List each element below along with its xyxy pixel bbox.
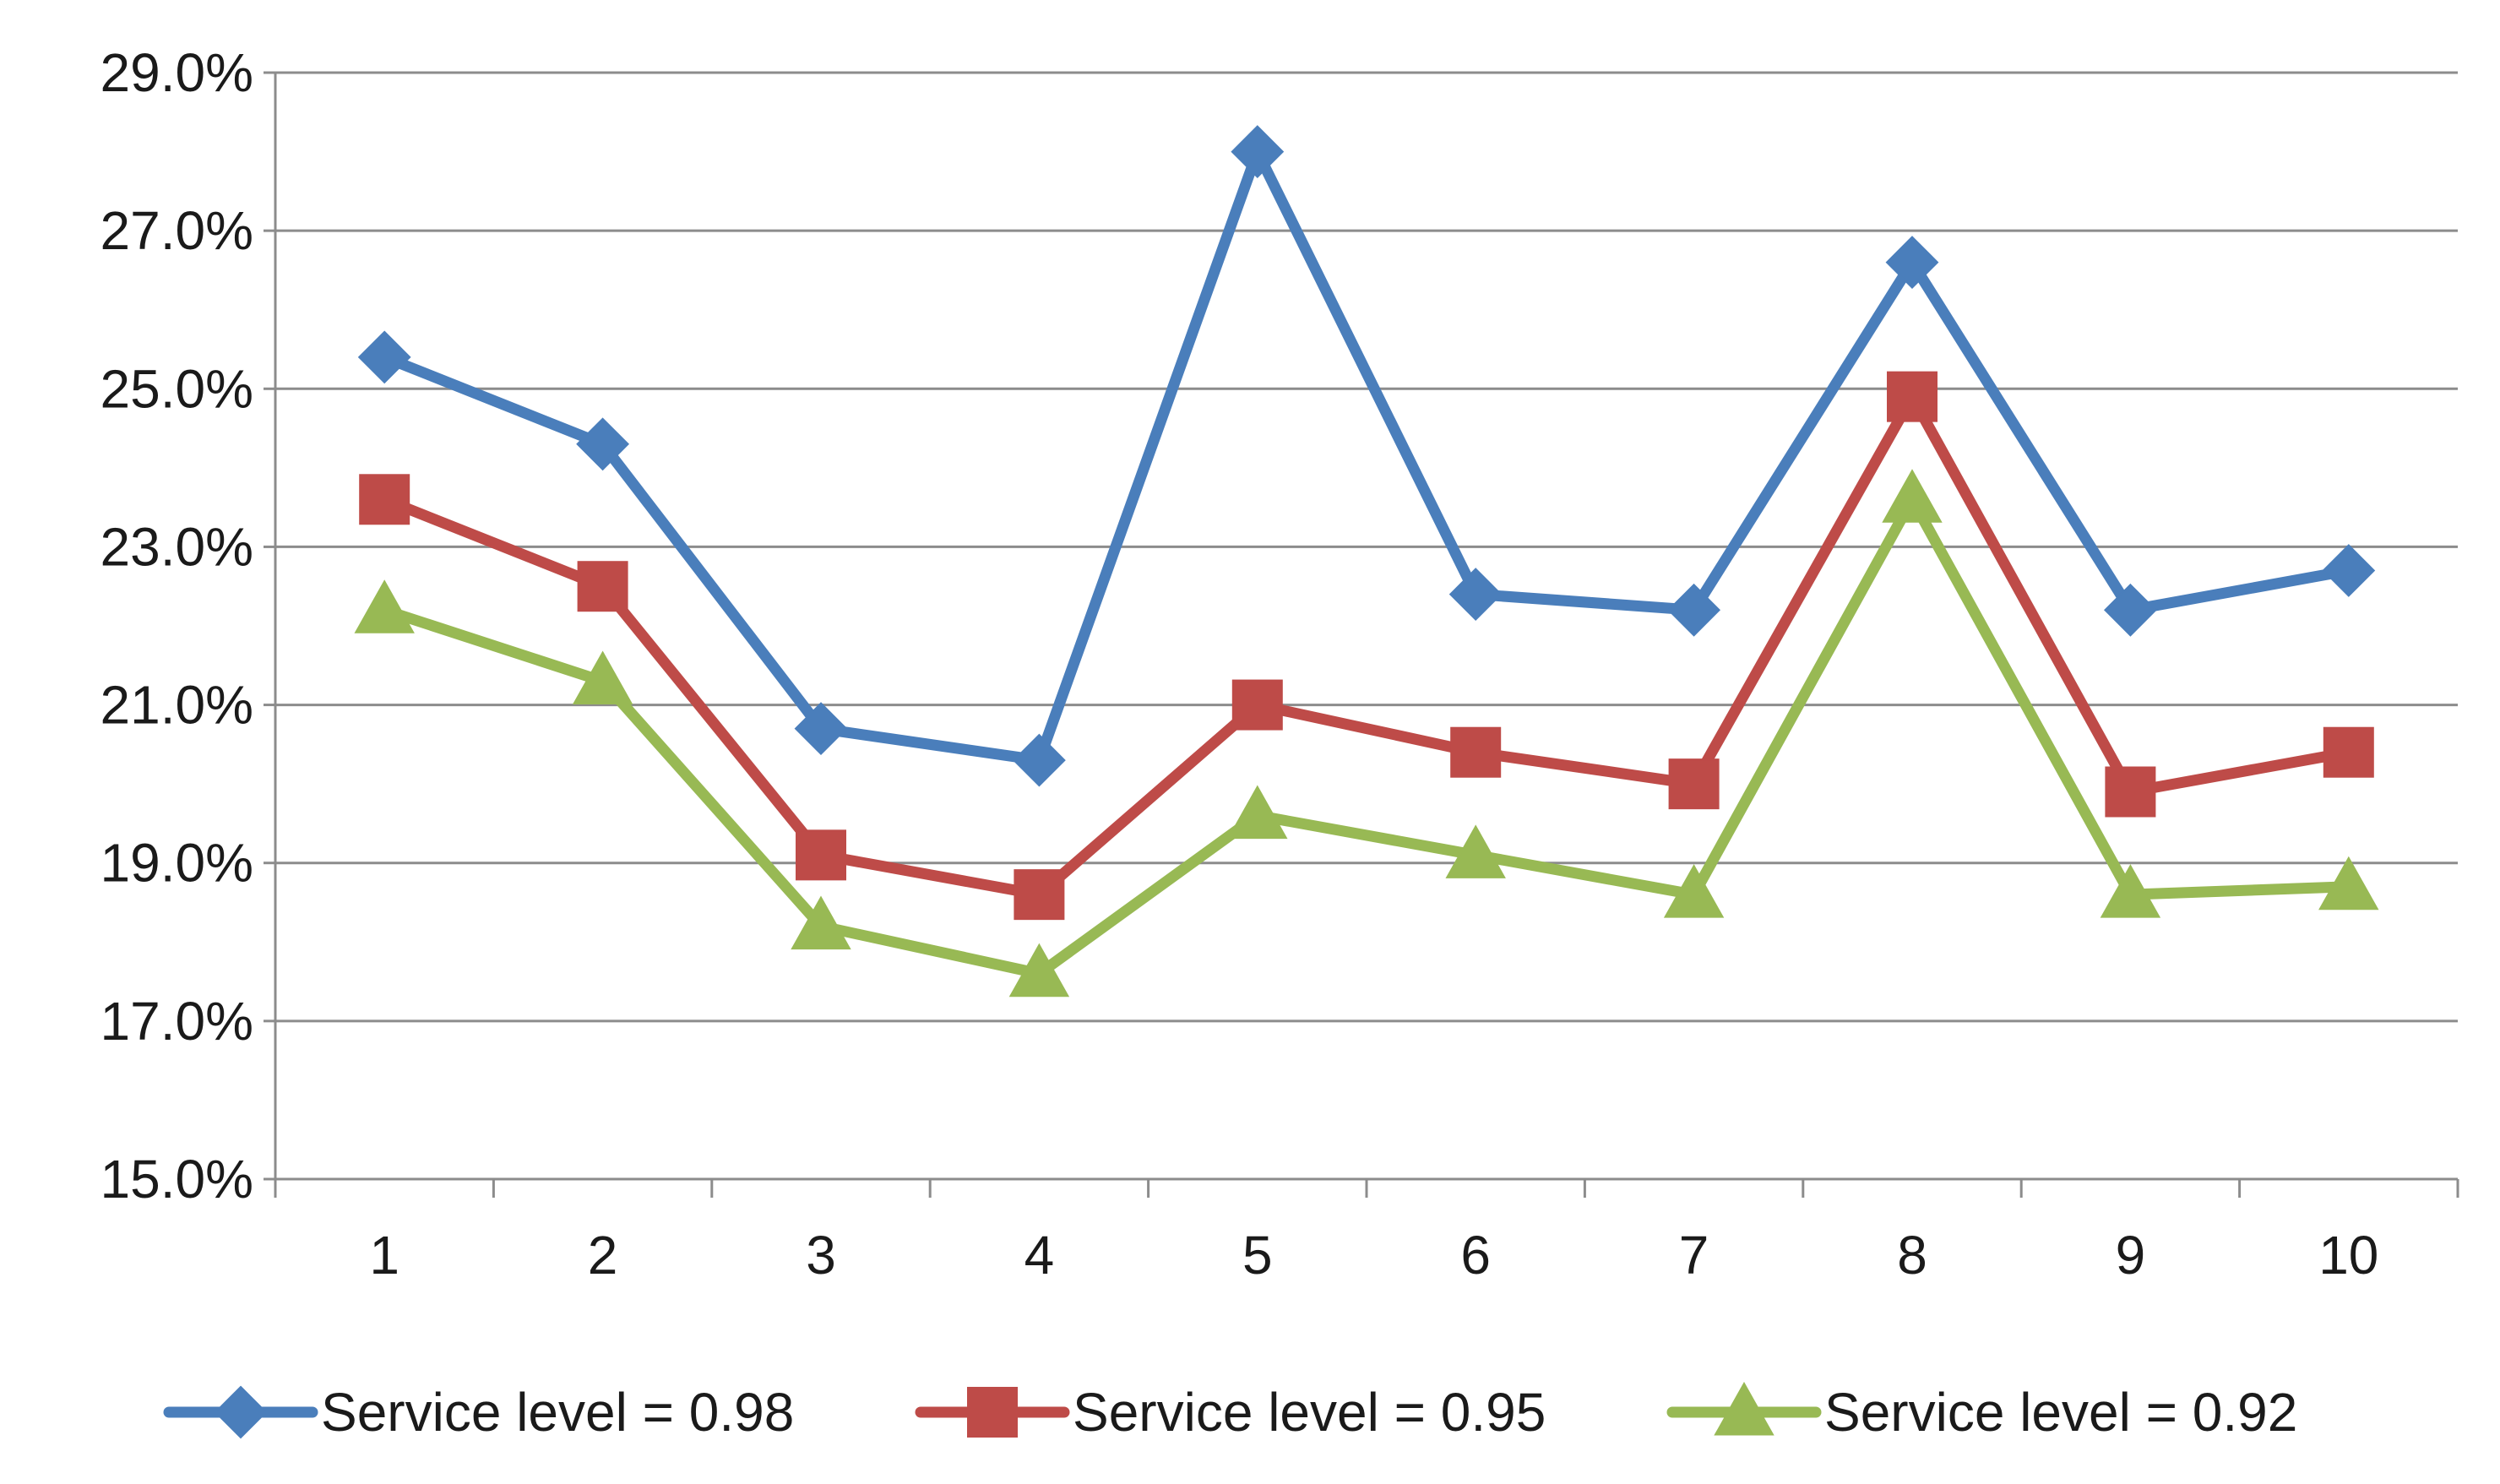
data-point xyxy=(1231,679,1283,731)
grid-layer xyxy=(275,71,2458,1023)
data-point xyxy=(2322,544,2376,597)
data-point xyxy=(577,561,628,612)
legend-label: Service level = 0.98 xyxy=(321,1382,794,1443)
data-point xyxy=(2100,864,2161,918)
legend-marker xyxy=(1714,1381,1774,1436)
data-point xyxy=(791,895,851,950)
legend-marker xyxy=(214,1385,268,1439)
data-point xyxy=(2103,583,2157,637)
data-point xyxy=(576,417,630,471)
x-tick-label: 6 xyxy=(1460,1225,1491,1286)
series-2 xyxy=(359,371,2374,921)
legend-item-1: Service level = 0.98 xyxy=(163,1382,794,1443)
legend-item-3: Service level = 0.92 xyxy=(1666,1381,2297,1443)
data-point xyxy=(1445,824,1506,878)
data-point xyxy=(1227,785,1288,840)
x-tick-label: 4 xyxy=(1024,1225,1055,1286)
x-tick-label: 2 xyxy=(588,1225,618,1286)
data-point xyxy=(1014,869,1065,921)
y-tick-label: 23.0% xyxy=(101,516,253,577)
y-tick-label: 17.0% xyxy=(101,991,253,1052)
series-1 xyxy=(357,125,2376,787)
y-tick-label: 29.0% xyxy=(101,42,253,103)
series-line xyxy=(378,391,2355,900)
data-point xyxy=(1667,583,1721,637)
data-point xyxy=(1008,943,1070,997)
data-point xyxy=(1668,758,1720,810)
data-point xyxy=(572,650,633,705)
data-point xyxy=(1663,864,1725,918)
x-tick-label: 8 xyxy=(1897,1225,1927,1286)
x-tick-label: 3 xyxy=(806,1225,836,1286)
x-tick-label: 1 xyxy=(369,1225,399,1286)
legend-marker xyxy=(967,1387,1018,1438)
data-point xyxy=(2105,766,2156,818)
axis-layer xyxy=(264,71,2459,1198)
legend-item-2: Service level = 0.95 xyxy=(915,1382,1546,1443)
legend-label: Service level = 0.92 xyxy=(1824,1382,2297,1443)
data-point xyxy=(1012,733,1066,787)
legend-label: Service level = 0.95 xyxy=(1073,1382,1546,1443)
data-point xyxy=(354,579,415,633)
y-tick-label: 21.0% xyxy=(101,675,253,736)
y-tick-label: 19.0% xyxy=(101,833,253,894)
data-point xyxy=(357,330,411,384)
y-tick-label: 15.0% xyxy=(101,1149,253,1209)
data-point xyxy=(2318,856,2379,911)
data-point xyxy=(796,829,846,881)
y-tick-label: 27.0% xyxy=(101,200,253,261)
data-point xyxy=(1450,726,1502,778)
x-tick-label: 9 xyxy=(2116,1225,2146,1286)
data-point xyxy=(794,702,848,756)
data-point xyxy=(1887,371,1938,422)
x-tick-label: 5 xyxy=(1242,1225,1273,1286)
x-tick-label: 10 xyxy=(2318,1225,2378,1286)
data-point xyxy=(1231,125,1285,178)
x-tick-label: 7 xyxy=(1679,1225,1709,1286)
series-3 xyxy=(354,469,2379,997)
data-point xyxy=(1448,568,1503,621)
legend: Service level = 0.98 Service level = 0.95… xyxy=(163,1381,2297,1443)
data-point xyxy=(359,474,410,525)
series-layer xyxy=(354,125,2379,997)
data-point xyxy=(1882,469,1943,523)
series-line xyxy=(378,146,2355,766)
x-axis-tick-labels: 1 2 3 4 5 6 7 8 9 10 xyxy=(369,1225,2378,1286)
y-tick-label: 25.0% xyxy=(101,358,253,419)
data-point xyxy=(1885,236,1939,289)
series-line xyxy=(378,493,2355,980)
data-point xyxy=(2323,726,2374,778)
y-axis-tick-labels: 15.0% 17.0% 19.0% 21.0% 23.0% 25.0% 27.0% 29.0% xyxy=(101,42,253,1209)
